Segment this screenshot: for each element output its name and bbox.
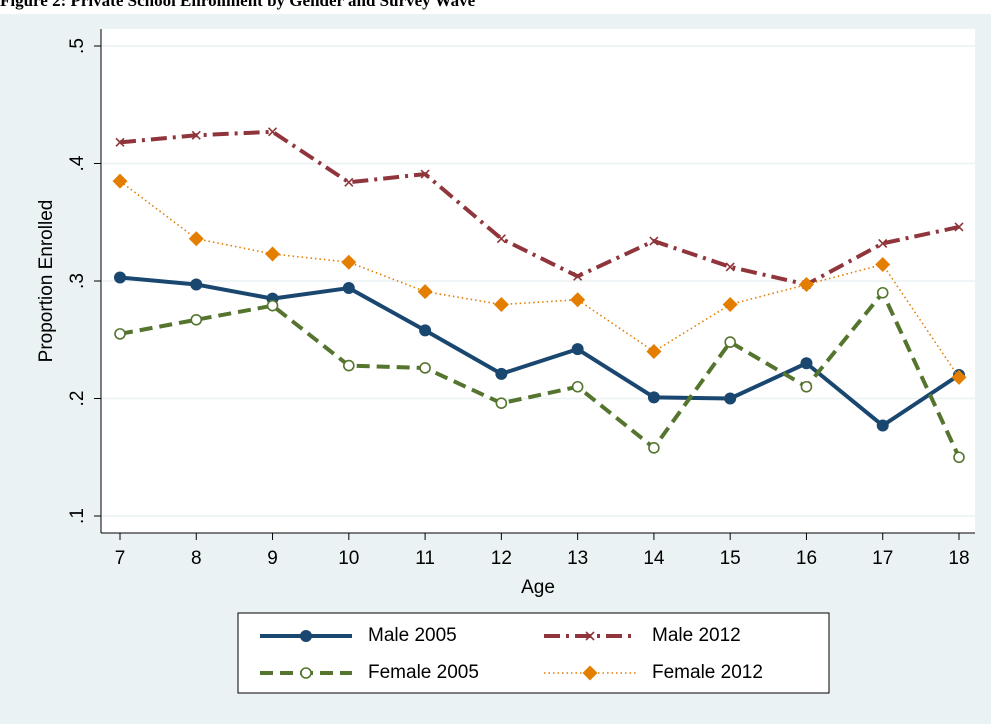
data-point (800, 380, 813, 393)
data-point (800, 357, 813, 370)
data-point (419, 324, 432, 337)
legend-swatch-marker (300, 667, 312, 679)
legend-item: Male 2005 (260, 625, 457, 646)
grid (102, 45, 975, 517)
legend-swatch-marker (585, 631, 595, 641)
y-axis-title: Proportion Enrolled (36, 200, 57, 363)
data-point (115, 137, 125, 147)
data-point (725, 262, 735, 272)
x-tick-label: 18 (948, 548, 969, 569)
data-point (648, 442, 660, 454)
data-point (188, 231, 204, 247)
data-point (190, 278, 203, 291)
data-point (496, 234, 506, 244)
data-point (953, 451, 965, 464)
legend-label: Male 2012 (652, 625, 741, 646)
data-point (417, 284, 433, 300)
data-point (191, 130, 201, 140)
x-tick-label: 7 (115, 548, 126, 569)
y-tick-label: .2 (67, 391, 88, 407)
data-point (649, 236, 659, 246)
data-point (419, 362, 431, 374)
data-point (493, 297, 509, 312)
data-point (571, 380, 584, 393)
data-point (190, 313, 203, 326)
data-point (876, 286, 889, 299)
data-point (647, 391, 660, 404)
legend-label: Female 2012 (652, 662, 763, 683)
data-point (267, 127, 278, 137)
data-point (878, 238, 888, 248)
data-point (266, 299, 279, 312)
data-point (342, 282, 355, 295)
x-tick-label: 15 (720, 548, 741, 569)
legend-label: Female 2005 (368, 662, 479, 683)
data-point (798, 277, 814, 293)
data-point (495, 397, 508, 410)
series-3 (112, 173, 967, 385)
legend-swatch-marker (582, 665, 598, 681)
series-2 (114, 286, 965, 464)
data-point (341, 254, 357, 270)
legend-item: Female 2012 (544, 662, 763, 683)
data-point (495, 367, 508, 380)
data-point (112, 173, 128, 189)
data-point (954, 222, 964, 232)
data-point (571, 343, 584, 356)
data-point (876, 419, 889, 432)
data-point (343, 359, 355, 372)
data-point (724, 336, 736, 348)
x-tick-label: 17 (872, 548, 893, 569)
x-tick-label: 16 (796, 548, 817, 569)
data-point (344, 177, 354, 187)
x-ticks: 7 8 9 10 11 12 13 14 15 16 17 18 (115, 533, 970, 569)
y-tick-label: .1 (67, 508, 88, 524)
legend-items: Male 2005 Male 2012 Female 2005 Female 2012 (260, 625, 763, 683)
x-tick-label: 14 (643, 548, 665, 569)
legend-box (237, 612, 830, 694)
data-point (420, 169, 430, 179)
y-tick-label: .5 (67, 38, 88, 54)
x-tick-label: 9 (267, 548, 278, 569)
y-tick-label: .3 (67, 273, 88, 289)
legend-swatch-marker (300, 630, 312, 642)
legend: Male 2005 Male 2012 Female 2005 Female 2012 (237, 612, 830, 694)
x-axis-title: Age (521, 577, 555, 598)
legend-item: Female 2005 (260, 662, 479, 683)
data-point (114, 271, 126, 284)
x-tick-label: 10 (338, 548, 359, 569)
data-point (573, 271, 583, 281)
x-tick-label: 13 (567, 548, 588, 569)
data-point (724, 392, 737, 405)
figure-title: Figure 2: Private School Enrollment by G… (0, 0, 476, 10)
data-point (875, 257, 891, 273)
data-point (114, 328, 126, 340)
y-ticks: .1 .2 .3 .4 .5 (67, 38, 101, 524)
series-line (119, 290, 961, 459)
data-point (951, 369, 967, 385)
series (112, 127, 967, 464)
x-tick-label: 12 (491, 548, 512, 569)
data-point (265, 246, 281, 262)
data-point (646, 344, 662, 359)
legend-label: Male 2005 (368, 625, 457, 646)
x-tick-label: 8 (191, 548, 202, 569)
y-tick-label: .4 (67, 155, 88, 171)
legend-item: Male 2012 (544, 625, 741, 646)
data-point (722, 297, 738, 312)
data-point (570, 292, 586, 308)
x-tick-label: 11 (415, 548, 435, 569)
